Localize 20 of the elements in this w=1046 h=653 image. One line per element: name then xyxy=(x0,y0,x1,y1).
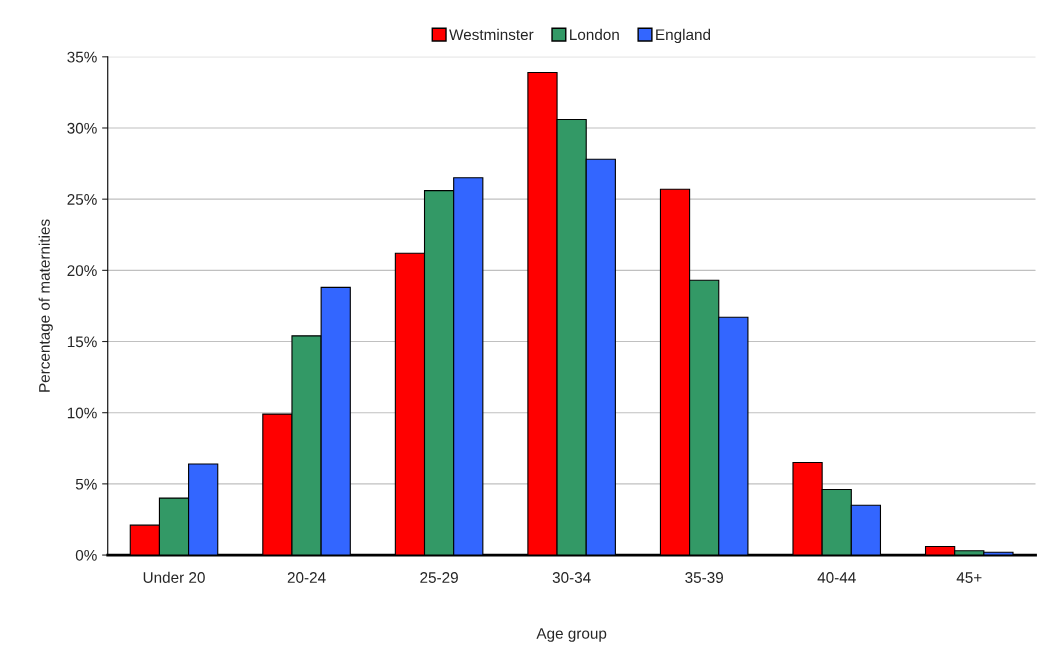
x-tick-label: 30-34 xyxy=(552,572,591,583)
legend-label: England xyxy=(656,28,711,44)
y-tick-label: 30% xyxy=(67,122,97,134)
x-tick-label: 35-39 xyxy=(685,572,723,583)
legend-label: Westminster xyxy=(449,28,534,41)
y-tick-label: 15% xyxy=(67,336,97,348)
x-tick-label: 40-44 xyxy=(817,572,856,583)
x-tick-label: 25-29 xyxy=(420,572,458,583)
legend-label: London xyxy=(570,28,619,41)
y-tick-label: 10% xyxy=(67,407,97,419)
y-tick-label: 0% xyxy=(75,549,97,561)
x-tick-label: 45+ xyxy=(956,572,982,583)
y-tick-label: 20% xyxy=(67,265,97,277)
y-axis-title: Percentage of maternities xyxy=(38,219,53,392)
x-tick-label: Under 20 xyxy=(143,571,205,583)
x-axis-title: Age group xyxy=(536,628,607,642)
y-tick-label: 35% xyxy=(67,51,97,63)
x-tick-label: 20-24 xyxy=(287,572,326,583)
y-tick-label: 5% xyxy=(75,478,97,490)
y-tick-label: 25% xyxy=(67,194,97,205)
